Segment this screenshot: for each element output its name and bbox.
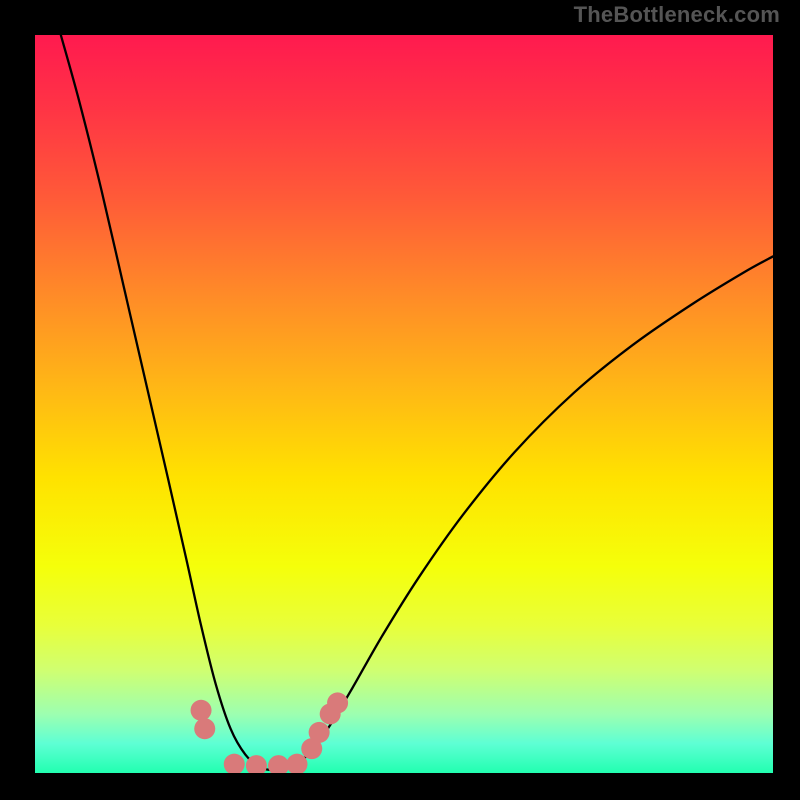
marker-dot xyxy=(191,700,212,721)
marker-band xyxy=(191,692,349,773)
marker-dot xyxy=(224,754,245,773)
marker-dot xyxy=(327,692,348,713)
marker-dot xyxy=(194,718,215,739)
marker-dot xyxy=(286,754,307,773)
plot-area xyxy=(35,35,773,773)
canvas-root: TheBottleneck.com xyxy=(0,0,800,800)
marker-dot xyxy=(268,755,289,773)
curve-path xyxy=(61,35,773,770)
marker-dot xyxy=(309,722,330,743)
watermark-text: TheBottleneck.com xyxy=(574,2,780,28)
bottleneck-curve xyxy=(35,35,773,773)
